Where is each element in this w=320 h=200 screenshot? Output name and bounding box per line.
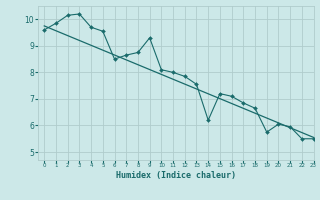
- X-axis label: Humidex (Indice chaleur): Humidex (Indice chaleur): [116, 171, 236, 180]
